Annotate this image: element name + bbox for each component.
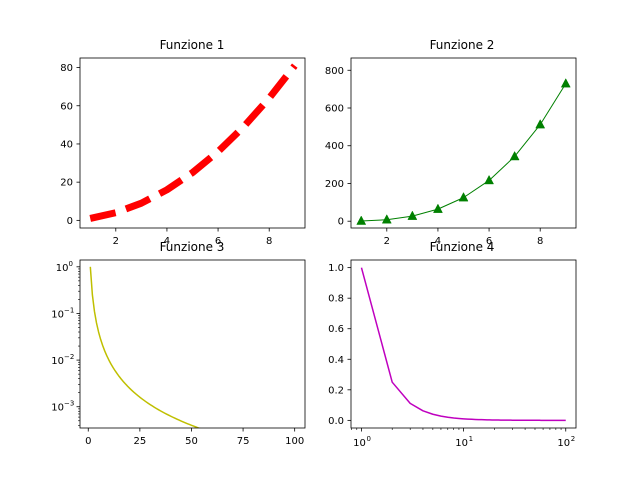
data-point-2-5 — [458, 192, 469, 202]
axes-frame-2 — [350, 57, 577, 229]
x-tick-label-4: 10 — [455, 438, 468, 449]
y-tick-label-2: 400 — [325, 141, 344, 152]
y-tick-exponent-3: 0 — [69, 260, 73, 268]
x-tick-label-3: 100 — [285, 436, 304, 447]
y-tick-label-4: 0.0 — [328, 416, 344, 427]
y-tick-label-2: 800 — [325, 66, 344, 77]
chart-title-2: Funzione 2 — [430, 38, 495, 52]
chart-title-1: Funzione 1 — [160, 38, 225, 52]
subplot-funzione-2: Funzione 2 2 4 6 8 0 200 400 600 800 — [325, 38, 577, 247]
y-tick-label-4: 1.0 — [328, 263, 344, 274]
x-tick-label-1: 2 — [113, 236, 119, 247]
series-line-1 — [89, 63, 298, 222]
x-tick-exponent-4: 0 — [366, 435, 370, 443]
y-tick-label-1: 60 — [60, 101, 73, 112]
y-tick-label-2: 200 — [325, 179, 344, 190]
y-tick-exponent-3: −3 — [64, 400, 74, 408]
y-tick-label-3: 10 — [51, 309, 64, 320]
y-tick-label-1: 20 — [60, 178, 73, 189]
chart-title-3: Funzione 3 — [160, 240, 225, 254]
y-tick-label-4: 0.4 — [328, 355, 344, 366]
data-point-2-1 — [356, 215, 367, 225]
x-tick-label-3: 25 — [133, 436, 146, 447]
y-tick-label-3: 10 — [51, 403, 64, 414]
data-point-2-6 — [484, 174, 494, 185]
data-point-2-8 — [535, 119, 546, 129]
y-tick-label-3: 10 — [56, 263, 69, 274]
plot-area-4: 10 0 10 1 10 20.00.20.40.60.81.0 — [328, 259, 577, 449]
y-tick-exponent-3: −2 — [64, 353, 74, 361]
y-tick-label-1: 0 — [67, 216, 73, 227]
y-tick-label-1: 40 — [60, 139, 73, 150]
x-tick-label-2: 8 — [537, 236, 543, 247]
series-line-3 — [89, 266, 201, 428]
data-point-2-3 — [407, 210, 418, 220]
x-tick-exponent-4: 1 — [469, 435, 473, 443]
y-tick-label-4: 0.2 — [328, 385, 344, 396]
x-tick-label-1: 6 — [215, 236, 221, 247]
x-tick-label-3: 0 — [85, 436, 91, 447]
axes-frame-1 — [79, 57, 306, 229]
x-tick-label-4: 10 — [353, 438, 366, 449]
x-tick-label-1: 8 — [266, 236, 272, 247]
y-tick-label-2: 0 — [338, 217, 344, 228]
y-tick-label-4: 0.6 — [328, 324, 344, 335]
y-tick-exponent-3: −1 — [64, 306, 74, 314]
data-point-2-9 — [560, 78, 571, 88]
series-line-4 — [360, 267, 567, 422]
y-tick-label-4: 0.8 — [328, 294, 344, 305]
x-tick-exponent-4: 2 — [571, 435, 575, 443]
x-tick-label-2: 6 — [486, 236, 492, 247]
data-point-2-2 — [381, 214, 392, 224]
chart-title-4: Funzione 4 — [430, 240, 495, 254]
y-tick-label-1: 80 — [60, 63, 73, 74]
data-point-2-7 — [509, 150, 520, 161]
x-tick-label-2: 2 — [384, 236, 390, 247]
x-tick-label-4: 10 — [557, 438, 570, 449]
subplot-funzione-4: 10 0 10 1 10 20.00.20.40.60.81.0 Funzione 4 — [328, 240, 577, 449]
x-tick-label-2: 4 — [435, 236, 441, 247]
y-tick-label-2: 600 — [325, 104, 344, 115]
y-tick-label-3: 10 — [51, 356, 64, 367]
x-tick-label-3: 50 — [185, 436, 198, 447]
data-point-2-4 — [433, 203, 443, 213]
axes-frame-3 — [79, 259, 306, 429]
x-tick-label-1: 4 — [164, 236, 170, 247]
plot-area-2: 2 4 6 8 0 200 400 600 800 — [325, 57, 577, 247]
x-tick-label-3: 75 — [237, 436, 250, 447]
